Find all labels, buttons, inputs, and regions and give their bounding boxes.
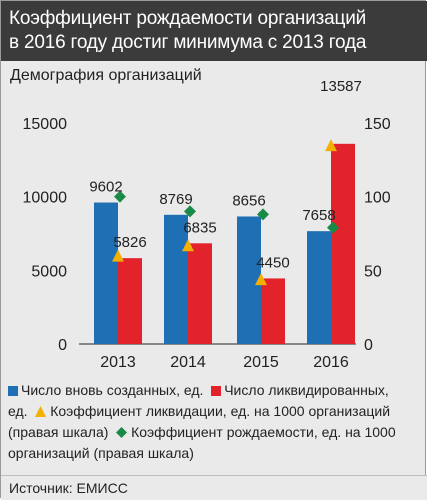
y-left-tick-label: 0 xyxy=(58,337,67,354)
y-right-tick-label: 0 xyxy=(364,337,373,354)
marker-birth-rate xyxy=(327,221,339,234)
y-left-tick-label: 5000 xyxy=(31,263,67,280)
bar-created xyxy=(237,216,261,344)
source-bar: Источник: ЕМИСС xyxy=(1,475,427,500)
legend-created-label: Число вновь созданных, ед. xyxy=(21,382,204,398)
y-axis-left: 0 5000 10000 15000 xyxy=(23,116,68,354)
marker-liquidation-rate xyxy=(182,239,194,252)
marker-liquidation-rate xyxy=(112,249,124,262)
source-text: Источник: ЕМИСС xyxy=(9,480,128,496)
chart-subtitle: Демография организаций xyxy=(10,67,202,84)
bars xyxy=(94,143,355,344)
x-category-label: 2015 xyxy=(243,354,279,371)
data-label-created: 8656 xyxy=(232,192,265,209)
data-label-liquidated: 5826 xyxy=(113,234,146,251)
data-label-created: 8769 xyxy=(159,191,192,208)
y-right-tick-label: 150 xyxy=(364,116,391,133)
data-label-liquidated: 6835 xyxy=(183,219,216,236)
legend-liquidated-label-a: Число ликвидированных, xyxy=(224,382,389,398)
legend-triangle-icon xyxy=(35,406,47,417)
y-right-tick-label: 100 xyxy=(364,190,391,207)
data-label-liquidated: 13587 xyxy=(320,78,362,95)
bar-liquidated xyxy=(118,258,142,344)
data-label-liquidated: 4450 xyxy=(256,254,289,271)
x-category-label: 2016 xyxy=(313,354,349,371)
bar-created xyxy=(164,214,188,344)
markers xyxy=(112,139,339,286)
marker-birth-rate xyxy=(114,190,126,203)
y-axis-right: 0 50 100 150 xyxy=(364,116,391,354)
legend-liquidated-swatch xyxy=(211,386,222,396)
chart-title-line-1: Коэффициент рождаемости организаций xyxy=(9,8,367,29)
bar-created xyxy=(307,231,331,344)
marker-liquidation-rate xyxy=(325,139,337,152)
bar-liquidated xyxy=(188,243,212,344)
data-labels: 9602 5826 8769 6835 8656 4450 7658 13587 xyxy=(89,78,362,272)
data-label-created: 7658 xyxy=(302,207,335,224)
legend-created-swatch xyxy=(8,386,18,396)
legend-birth-label-a: Коэффициент рождаемости, ед. на 1000 xyxy=(131,424,396,440)
legend-liquidation-label-b: (правая шкала) xyxy=(8,424,109,440)
y-left-tick-label: 15000 xyxy=(23,116,68,133)
legend-birth-label-b: организаций (правая шкала) xyxy=(8,445,194,461)
legend-liquidated-label-b: ед. xyxy=(8,403,28,419)
chart-title-line-2: в 2016 году достиг минимума с 2013 года xyxy=(9,32,367,53)
legend-liquidation-label-a: Коэффициент ликвидации, ед. на 1000 орга… xyxy=(50,403,391,419)
x-category-label: 2013 xyxy=(100,354,136,371)
bar-created xyxy=(94,202,118,344)
legend-diamond-icon xyxy=(116,427,128,438)
y-left-tick-label: 10000 xyxy=(23,190,68,207)
marker-birth-rate xyxy=(257,208,269,221)
x-axis-categories: 2013 2014 2015 2016 xyxy=(100,354,349,371)
title-bar: Коэффициент рождаемости организаций в 20… xyxy=(1,1,427,61)
chart-plot: 0 5000 10000 15000 0 50 100 150 9602 5826 8769 68… xyxy=(23,78,391,371)
data-label-created: 9602 xyxy=(89,179,122,196)
bar-liquidated xyxy=(331,143,355,344)
marker-liquidation-rate xyxy=(255,273,267,286)
x-category-label: 2014 xyxy=(170,354,206,371)
y-right-tick-label: 50 xyxy=(364,263,382,280)
bar-liquidated xyxy=(261,278,285,344)
legend: Число вновь созданных, ед. Число ликвиди… xyxy=(8,380,422,464)
marker-birth-rate xyxy=(184,205,196,218)
